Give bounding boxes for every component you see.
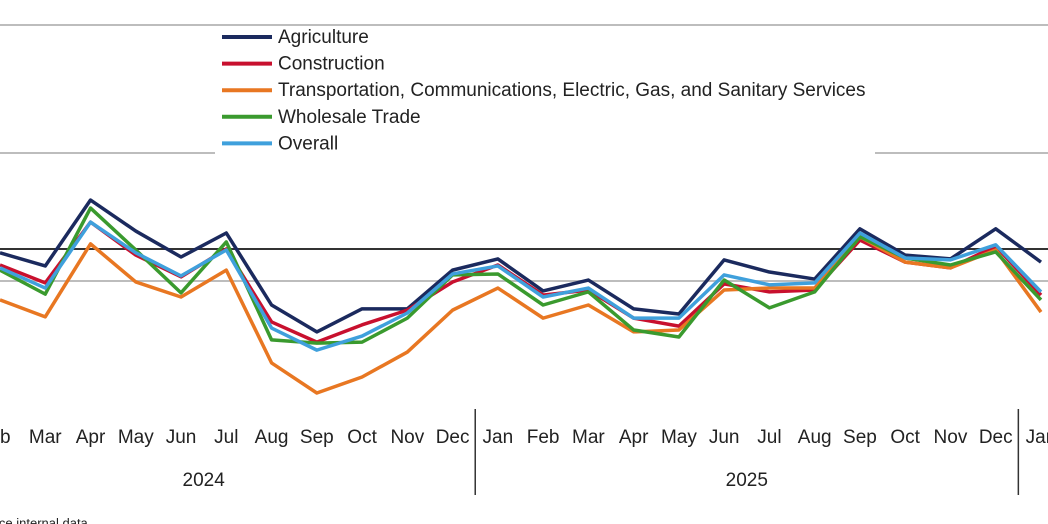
x-tick-label: Oct [890, 427, 920, 448]
x-tick-label: Jul [757, 427, 781, 448]
series-line [0, 198, 1043, 334]
x-tick-label: Mar [29, 427, 62, 448]
legend-label: Agriculture [278, 27, 369, 48]
x-tick-label: Aug [798, 427, 832, 448]
legend-label: Wholesale Trade [278, 107, 421, 128]
x-tick-label: Apr [76, 427, 106, 448]
x-tick-label: Oct [347, 427, 377, 448]
legend-label: Overall [278, 133, 338, 154]
series-line [0, 220, 1043, 352]
x-tick-label: Apr [619, 427, 649, 448]
x-tick-label: Sep [843, 427, 877, 448]
x-tick-label: Jun [166, 427, 197, 448]
x-group-label: 2025 [726, 470, 768, 491]
legend-label: Transportation, Communications, Electric… [278, 80, 865, 101]
x-tick-label: Feb [527, 427, 560, 448]
x-tick-label: Dec [979, 427, 1013, 448]
x-tick-label: Jan [1026, 427, 1048, 448]
x-group-label: 2024 [183, 470, 226, 491]
x-tick-label: Jul [214, 427, 238, 448]
x-tick-label: May [118, 427, 154, 448]
x-tick-label: Nov [390, 427, 424, 448]
legend-bg [215, 26, 875, 154]
x-tick-label: Nov [934, 427, 968, 448]
x-tick-label: Mar [572, 427, 605, 448]
x-tick-label: Jan [483, 427, 514, 448]
legend-label: Construction [278, 54, 385, 75]
x-tick-label: Sep [300, 427, 334, 448]
series-line [0, 206, 1043, 345]
series-line [0, 235, 1043, 395]
x-tick-label: eb [0, 427, 11, 448]
x-tick-label: Dec [436, 427, 470, 448]
x-tick-label: May [661, 427, 697, 448]
x-tick-label: Aug [255, 427, 289, 448]
source-note: ice internal data [0, 515, 89, 524]
x-tick-label: Jun [709, 427, 740, 448]
